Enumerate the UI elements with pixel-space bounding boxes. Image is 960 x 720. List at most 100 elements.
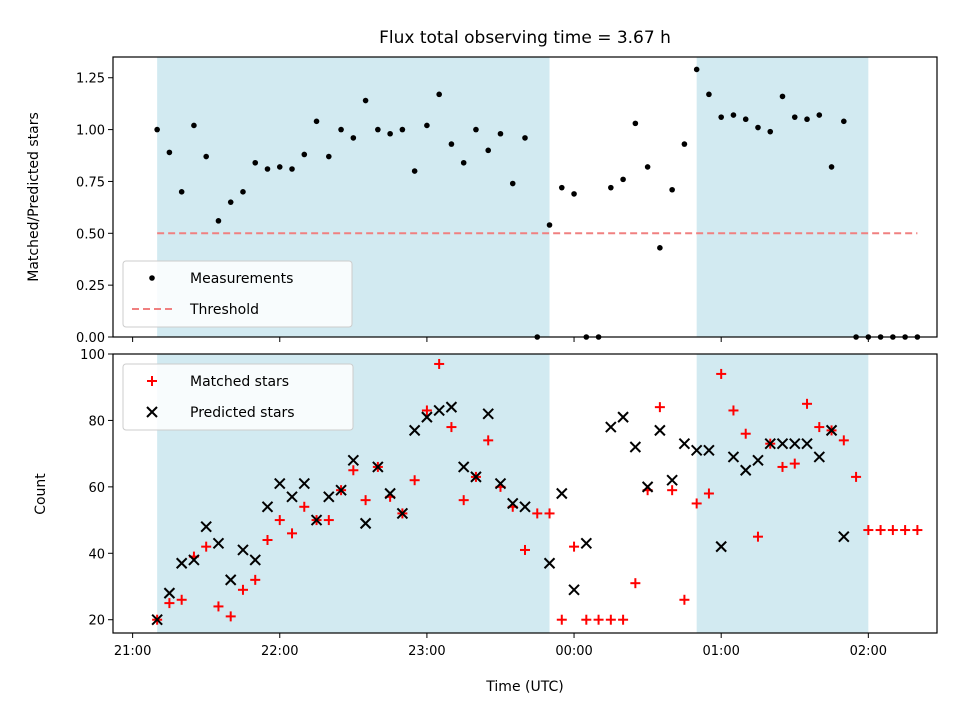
predicted-stars-point (298, 477, 310, 490)
matched-stars-point (287, 528, 298, 539)
measurement-point (828, 164, 835, 170)
matched-stars-point (777, 461, 788, 472)
predicted-stars-point (421, 411, 433, 423)
measurement-point (644, 164, 651, 170)
legend-measurements-marker (149, 275, 155, 281)
top-y-tick-label: 0.25 (76, 279, 105, 294)
matched-stars-point (716, 368, 727, 379)
measurement-point (608, 184, 614, 191)
predicted-stars-point (605, 421, 617, 433)
matched-stars-point (237, 584, 248, 595)
matched-stars-point (605, 614, 616, 625)
x-tick-label: 23:00 (408, 644, 445, 659)
matched-stars-point (532, 508, 543, 519)
x-tick-label: 21:00 (114, 644, 151, 659)
bottom-y-tick-label: 60 (88, 481, 105, 496)
measurement-point (166, 149, 173, 156)
x-tick-label: 01:00 (702, 644, 739, 659)
predicted-stars-point (641, 481, 654, 493)
predicted-stars-point (347, 454, 360, 466)
measurement-point (289, 166, 295, 172)
bottom-plot-panel: 20 40 60 80 100 21:00 22:00 23:00 00:00 01:00 02:0… (80, 348, 938, 659)
predicted-stars-point (580, 537, 593, 550)
measurement-point (276, 164, 283, 170)
matched-stars-point (569, 541, 580, 552)
predicted-stars-point (175, 557, 188, 569)
bottom-y-tick-label: 20 (88, 614, 105, 629)
predicted-stars-point (727, 451, 740, 463)
predicted-stars-point (813, 451, 825, 463)
top-plot-panel: 0.00 0.25 0.50 0.75 1.00 1.25 Measurements Thre… (76, 56, 938, 346)
measurement-point (154, 126, 160, 133)
bottom-legend: Matched stars Predicted stars (122, 363, 354, 431)
measurement-point (767, 128, 774, 135)
predicted-stars-point (568, 584, 580, 596)
measurement-point (399, 126, 406, 133)
matched-stars-point (262, 535, 273, 545)
measurement-point (693, 66, 700, 73)
predicted-stars-point (470, 471, 482, 483)
measurement-point (338, 126, 344, 133)
matched-stars-point (789, 458, 800, 469)
matched-stars-point (667, 485, 678, 496)
predicted-stars-point (372, 461, 384, 473)
measurement-point (706, 91, 712, 98)
matched-stars-point (164, 598, 175, 609)
measurement-point (313, 118, 320, 125)
measurement-point (240, 189, 246, 195)
predicted-stars-point (764, 437, 776, 450)
top-legend: Measurements Threshold (122, 260, 353, 328)
measurement-point (473, 126, 479, 133)
predicted-stars-point (494, 477, 507, 490)
measurement-point (326, 153, 332, 160)
bottom-legend-box (122, 363, 354, 431)
predicted-stars-point (543, 557, 556, 569)
predicted-stars-point (556, 487, 568, 500)
matched-stars-point (409, 475, 420, 486)
predicted-stars-point (261, 501, 274, 513)
predicted-stars-point (310, 514, 323, 526)
predicted-stars-point (225, 574, 237, 586)
matched-stars-point (740, 428, 751, 439)
legend-label: Matched stars (190, 374, 289, 390)
measurement-point (362, 97, 369, 104)
measurement-point (558, 184, 565, 191)
bottom-y-tick-label: 40 (88, 547, 105, 562)
matched-stars-point (838, 435, 849, 446)
top-y-tick-label: 0.00 (76, 331, 105, 346)
matched-stars-point (323, 515, 334, 526)
x-tick-label: 02:00 (850, 644, 887, 659)
measurement-point (178, 189, 185, 195)
measurement-point (203, 153, 209, 160)
predicted-stars-point (286, 491, 298, 503)
measurement-point (215, 218, 222, 224)
measurement-point (448, 141, 455, 147)
predicted-stars-point (323, 491, 335, 503)
legend-label: Predicted stars (190, 405, 295, 421)
predicted-stars-point (200, 521, 212, 533)
legend-label: Measurements (190, 271, 293, 287)
matched-stars-point (176, 594, 187, 605)
predicted-stars-point (274, 477, 286, 490)
bottom-y-axis-label: Count (33, 473, 49, 515)
matched-stars-point (421, 405, 432, 416)
top-y-tick-label: 1.00 (76, 124, 105, 139)
chart-title: Flux total observing time = 3.67 h (379, 28, 671, 48)
predicted-stars-point (212, 537, 225, 550)
predicted-stars-point (507, 497, 519, 510)
matched-stars-point (691, 498, 702, 509)
measurement-point (755, 124, 761, 131)
measurement-point (436, 91, 442, 98)
matched-stars-point (520, 544, 530, 555)
predicted-stars-point (825, 424, 838, 437)
top-y-tick-label: 1.25 (76, 72, 105, 87)
predicted-stars-point (801, 437, 813, 450)
matched-stars-point (250, 574, 261, 585)
matched-stars-point (446, 422, 457, 433)
matched-stars-point (483, 435, 494, 446)
matched-stars-point (752, 531, 763, 542)
measurement-point (424, 122, 430, 129)
measurement-point (804, 116, 810, 123)
predicted-stars-point (249, 554, 261, 566)
